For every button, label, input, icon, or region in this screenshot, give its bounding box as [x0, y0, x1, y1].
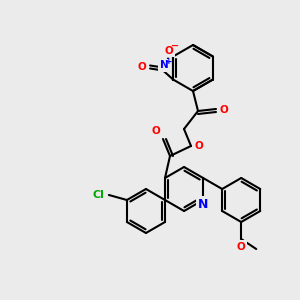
Text: O: O — [195, 141, 203, 151]
Text: +: + — [165, 57, 173, 66]
Text: O: O — [220, 105, 228, 115]
Text: O: O — [152, 126, 160, 136]
Text: O: O — [237, 242, 246, 252]
Text: O: O — [138, 61, 146, 71]
Text: N: N — [160, 61, 169, 70]
Text: Cl: Cl — [93, 190, 105, 200]
Text: N: N — [198, 197, 208, 211]
Text: −: − — [171, 40, 179, 50]
Text: O: O — [165, 46, 173, 56]
